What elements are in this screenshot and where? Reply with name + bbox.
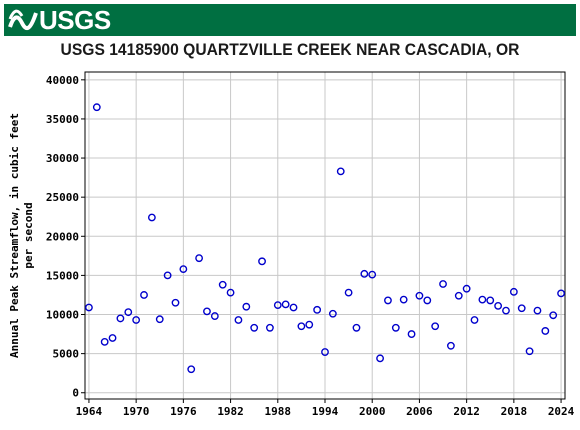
- data-point: [478, 295, 487, 304]
- data-point: [376, 354, 384, 363]
- data-point: [108, 334, 117, 342]
- y-tick-label: 20000: [46, 230, 79, 243]
- data-point: [541, 327, 550, 335]
- data-point: [447, 341, 455, 350]
- data-point: [321, 348, 329, 356]
- y-axis-label: Annual Peak Streamflow, in cubic feet: [8, 113, 21, 358]
- data-point: [289, 303, 298, 312]
- data-point: [517, 304, 526, 313]
- data-point: [391, 323, 400, 332]
- y-tick-label: 5000: [53, 348, 80, 361]
- data-point: [328, 309, 337, 318]
- data-point: [187, 365, 196, 374]
- chart-title: USGS 14185900 QUARTZVILLE CREEK NEAR CAS…: [60, 40, 520, 59]
- data-point: [85, 303, 93, 312]
- x-tick-label: 1964: [76, 405, 103, 418]
- data-point: [384, 296, 392, 305]
- usgs-wave-icon: [8, 7, 38, 33]
- data-point: [100, 337, 109, 346]
- x-tick-label: 1970: [123, 405, 150, 418]
- data-point: [439, 280, 447, 288]
- y-axis-label: per second: [22, 202, 35, 268]
- data-point: [313, 305, 322, 314]
- y-tick-label: 15000: [46, 269, 79, 282]
- data-point: [407, 330, 416, 338]
- data-point: [415, 291, 424, 300]
- data-point: [399, 295, 408, 304]
- data-point: [336, 167, 345, 176]
- data-point: [525, 347, 534, 356]
- data-point: [147, 213, 156, 222]
- x-tick-label: 2012: [453, 405, 480, 418]
- usgs-header-banner: USGS: [4, 4, 576, 36]
- data-point: [502, 306, 510, 315]
- data-point: [116, 314, 125, 323]
- x-tick-label: 2006: [406, 405, 433, 418]
- data-point: [297, 322, 306, 331]
- x-tick-label: 1982: [217, 405, 244, 418]
- x-tick-label: 1976: [170, 405, 197, 418]
- data-point: [234, 316, 243, 324]
- data-point: [305, 320, 314, 329]
- data-point: [344, 288, 353, 297]
- data-point: [179, 265, 188, 274]
- x-tick-label: 2024: [548, 405, 575, 418]
- data-point: [226, 288, 235, 297]
- usgs-logo[interactable]: USGS: [8, 6, 111, 34]
- x-tick-label: 1988: [265, 405, 292, 418]
- data-point: [92, 103, 101, 112]
- data-point: [368, 270, 377, 279]
- data-point: [470, 316, 479, 324]
- data-point: [423, 296, 432, 305]
- data-point: [494, 302, 503, 310]
- data-point: [218, 280, 227, 289]
- data-point: [155, 315, 164, 324]
- data-point: [557, 289, 565, 298]
- data-point: [360, 269, 369, 278]
- data-point: [203, 307, 211, 316]
- data-point: [171, 298, 180, 307]
- data-point: [124, 308, 133, 317]
- y-tick-label: 30000: [46, 152, 79, 165]
- data-point: [509, 287, 518, 296]
- y-tick-label: 40000: [46, 74, 79, 87]
- data-point: [163, 271, 172, 280]
- y-tick-label: 35000: [46, 113, 79, 126]
- data-point: [258, 257, 266, 266]
- y-tick-label: 0: [72, 387, 79, 400]
- y-tick-label: 25000: [46, 191, 79, 204]
- data-point: [266, 323, 274, 332]
- x-tick-label: 2018: [501, 405, 528, 418]
- data-point: [549, 311, 558, 320]
- data-point: [462, 284, 471, 293]
- data-point: [195, 254, 203, 263]
- data-point: [454, 291, 463, 300]
- data-point: [140, 291, 148, 299]
- data-point: [486, 296, 495, 305]
- data-point: [250, 323, 259, 332]
- data-point: [431, 322, 440, 331]
- data-point: [242, 302, 251, 311]
- data-point: [132, 316, 141, 324]
- data-point: [210, 312, 219, 320]
- data-point: [281, 300, 290, 309]
- data-point: [352, 323, 361, 332]
- y-tick-label: 10000: [46, 309, 79, 322]
- x-tick-label: 2000: [359, 405, 386, 418]
- x-tick-label: 1994: [312, 405, 339, 418]
- usgs-logo-text: USGS: [39, 5, 111, 35]
- data-point: [533, 306, 542, 315]
- data-point: [273, 301, 282, 310]
